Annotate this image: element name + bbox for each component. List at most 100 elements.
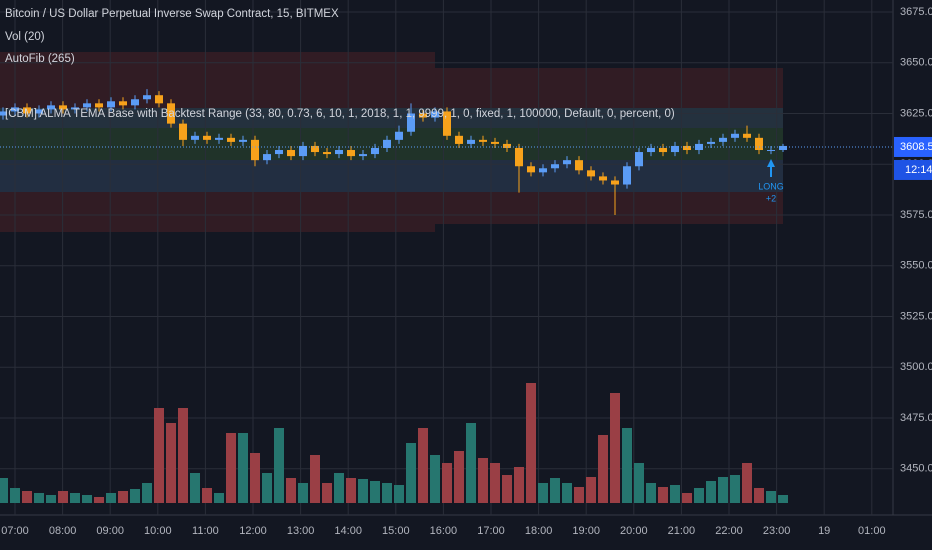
y-tick-label: 3650.0	[900, 57, 932, 69]
candle-body	[755, 137, 763, 151]
volume-bar	[478, 458, 488, 503]
countdown-tag	[894, 159, 932, 180]
volume-bar	[754, 488, 764, 503]
volume-bar	[82, 495, 92, 503]
y-tick-label: 3575.0	[900, 209, 932, 221]
volume-bar	[382, 483, 392, 503]
volume-bar	[106, 493, 116, 503]
volume-bar	[46, 495, 56, 503]
y-tick-label: 3475.0	[900, 412, 932, 424]
candle-body	[395, 131, 403, 140]
candle-body	[107, 101, 115, 108]
volume-bar	[550, 478, 560, 503]
candle-body	[743, 133, 751, 138]
x-tick-label: 12:00	[239, 525, 267, 537]
volume-bar	[706, 481, 716, 503]
indicator-label: Vol (20)	[5, 31, 45, 43]
candle-body	[155, 95, 163, 104]
volume-bar	[202, 488, 212, 503]
candle-body	[707, 141, 715, 144]
volume-bar	[670, 485, 680, 503]
x-tick-label: 10:00	[144, 525, 172, 537]
x-tick-label: 20:00	[620, 525, 648, 537]
volume-bar	[454, 451, 464, 503]
candle-body	[671, 145, 679, 153]
candle-body	[0, 111, 7, 116]
volume-bar	[742, 463, 752, 503]
candle-body	[119, 101, 127, 106]
x-tick-label: 09:00	[96, 525, 124, 537]
volume-bar	[70, 493, 80, 503]
volume-bar	[142, 483, 152, 503]
y-tick-label: 3550.0	[900, 260, 932, 272]
candle-body	[731, 133, 739, 138]
candle-body	[767, 150, 775, 152]
candle-body	[323, 152, 331, 155]
candle-body	[47, 105, 55, 110]
candle-body	[455, 135, 463, 144]
volume-bar	[490, 463, 500, 503]
candle-body	[263, 154, 271, 161]
volume-bar	[10, 488, 20, 503]
candle-body	[623, 166, 631, 185]
candle-body	[599, 176, 607, 181]
volume-bar	[394, 485, 404, 503]
countdown-label: 12:14	[905, 164, 932, 176]
candle-body	[203, 135, 211, 140]
volume-bar	[334, 473, 344, 503]
y-tick-label: 3625.0	[900, 107, 932, 119]
volume-bar	[214, 493, 224, 503]
x-tick-label: 11:00	[192, 525, 219, 537]
x-tick-label: 22:00	[715, 525, 743, 537]
x-tick-label: 13:00	[287, 525, 315, 537]
chart-title: Bitcoin / US Dollar Perpetual Inverse Sw…	[5, 8, 339, 20]
volume-bar	[718, 477, 728, 503]
y-tick-label: 3500.0	[900, 361, 932, 373]
signal-label: LONG	[758, 181, 784, 191]
candle-body	[83, 103, 91, 108]
candle-body	[551, 164, 559, 169]
candle-body	[287, 150, 295, 157]
candle-body	[587, 170, 595, 177]
volume-bar	[646, 483, 656, 503]
candle-body	[227, 137, 235, 142]
candle-body	[659, 147, 667, 153]
x-tick-label: 07:00	[1, 525, 29, 537]
candle-body	[515, 147, 523, 167]
x-tick-label: 15:00	[382, 525, 410, 537]
volume-bar	[262, 473, 272, 503]
volume-bar	[502, 475, 512, 503]
volume-bar	[322, 483, 332, 503]
candle-body	[611, 180, 619, 185]
x-tick-label: 18:00	[525, 525, 553, 537]
volume-bar	[610, 393, 620, 503]
volume-bar	[34, 493, 44, 503]
last-price-label: 3608.5	[900, 141, 932, 153]
volume-bar	[406, 443, 416, 503]
candle-body	[527, 166, 535, 173]
fib-bands	[0, 52, 783, 232]
candle-body	[23, 107, 31, 114]
candle-body	[299, 145, 307, 157]
volume-bar	[622, 428, 632, 503]
volume-bar	[370, 481, 380, 503]
volume-bar	[310, 455, 320, 503]
candle-body	[179, 123, 187, 140]
candle-body	[431, 111, 439, 118]
candle-body	[95, 103, 103, 108]
volume-bar	[22, 491, 32, 503]
candle-body	[371, 147, 379, 155]
candle-body	[347, 150, 355, 157]
volume-bar	[346, 478, 356, 503]
candle-body	[143, 95, 151, 100]
volume-bar	[658, 487, 668, 503]
volume-bar	[94, 497, 104, 503]
x-tick-label: 17:00	[477, 525, 505, 537]
volume-bar	[154, 408, 164, 503]
volume-bar	[238, 433, 248, 503]
volume-bar	[562, 483, 572, 503]
candle-body	[407, 113, 415, 132]
volume-bar	[274, 428, 284, 503]
candle-body	[131, 99, 139, 106]
